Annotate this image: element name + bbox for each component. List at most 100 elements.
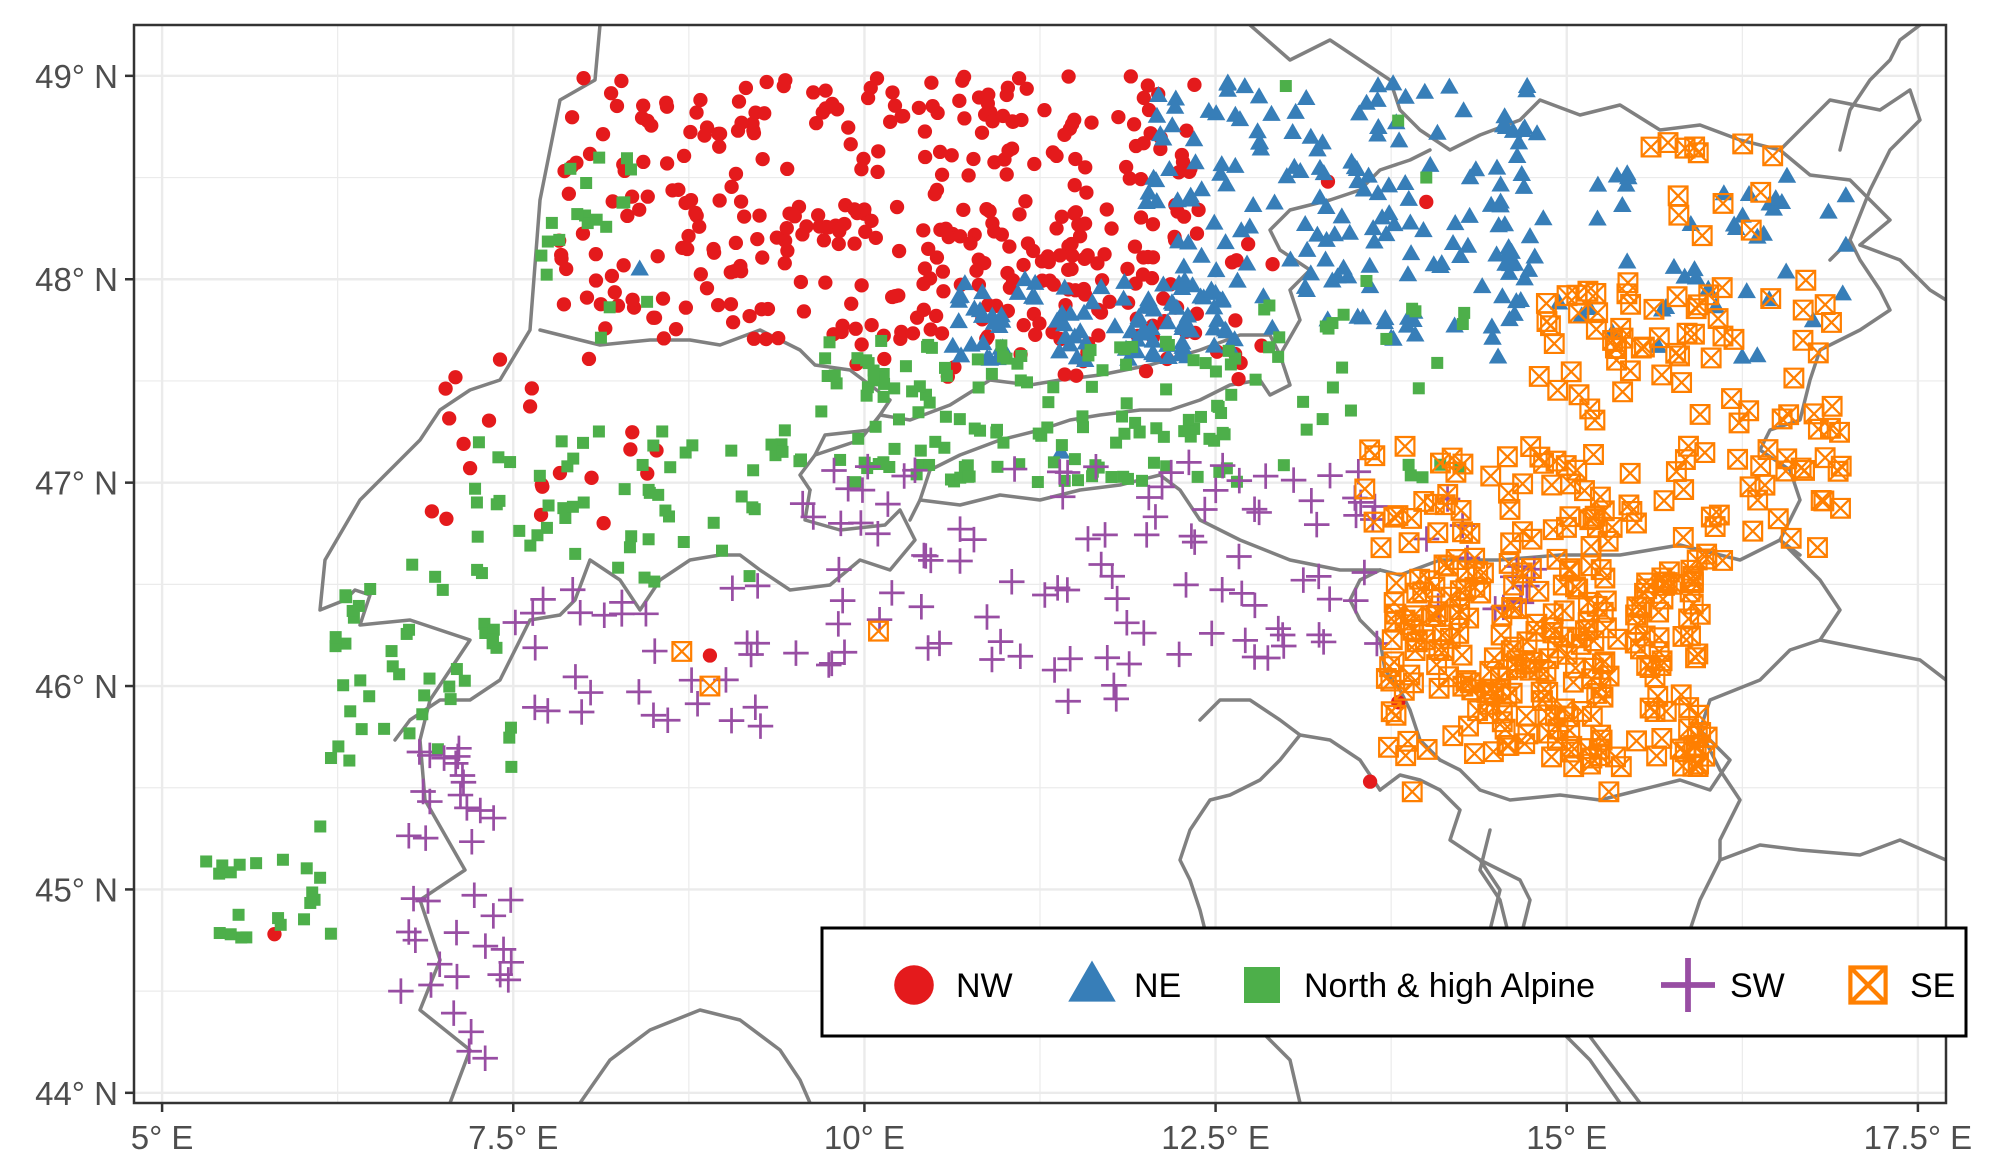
data-point [450, 663, 463, 676]
data-point [1170, 345, 1190, 362]
data-point [854, 278, 869, 293]
data-point [1114, 610, 1140, 636]
data-point [1208, 310, 1227, 327]
data-point [1092, 522, 1118, 548]
data-point [1459, 522, 1481, 544]
data-point [1500, 532, 1522, 554]
data-point [1042, 396, 1055, 409]
data-point [917, 261, 933, 276]
data-point [1584, 409, 1606, 431]
data-point [504, 721, 517, 734]
data-point [224, 928, 237, 941]
data-point [973, 283, 992, 300]
data-point [693, 92, 708, 108]
data-point [1363, 219, 1383, 236]
data-point [757, 106, 772, 121]
data-point [1534, 209, 1553, 226]
data-point [888, 289, 903, 304]
data-point [1037, 102, 1052, 118]
data-point [865, 520, 891, 547]
data-point [1159, 347, 1178, 365]
data-point [396, 823, 422, 849]
data-point [771, 331, 786, 346]
data-point [553, 233, 566, 246]
data-point [458, 674, 471, 687]
data-point [1712, 325, 1734, 347]
data-point [1792, 299, 1814, 321]
border-czech-slovakia [1778, 88, 1922, 262]
data-point [1118, 343, 1131, 356]
data-point [1218, 80, 1237, 97]
data-point [1120, 358, 1133, 371]
data-point [929, 435, 942, 448]
data-point [1672, 526, 1694, 548]
data-point [1487, 158, 1507, 175]
data-point [314, 871, 327, 884]
data-point [1348, 307, 1367, 324]
data-point [1277, 459, 1290, 472]
data-point [1052, 304, 1072, 321]
data-point [603, 86, 619, 101]
data-point [1145, 346, 1164, 363]
data-point [723, 297, 739, 312]
data-point [1050, 342, 1069, 359]
data-point [1251, 139, 1271, 156]
data-point [1613, 195, 1632, 212]
data-point [1136, 484, 1162, 511]
data-point [1027, 156, 1042, 172]
data-point [875, 491, 901, 517]
data-point [1533, 452, 1555, 474]
data-point [926, 630, 953, 657]
data-point [1586, 682, 1608, 704]
data-point [1002, 239, 1017, 254]
data-point [630, 259, 649, 276]
data-point [530, 586, 556, 613]
data-point [1283, 123, 1302, 140]
data-point [728, 235, 744, 251]
data-point [1115, 272, 1134, 289]
border-germany-czech [1248, 25, 1782, 152]
data-point [1636, 578, 1658, 600]
data-point [665, 183, 680, 198]
data-point [911, 100, 927, 116]
data-point [542, 499, 555, 512]
data-point [1054, 209, 1069, 224]
data-point [1354, 478, 1376, 500]
data-point [1300, 423, 1313, 436]
data-point [938, 221, 954, 236]
data-point [1379, 176, 1399, 193]
data-point [1139, 290, 1158, 307]
data-point [412, 825, 439, 851]
data-point [783, 640, 809, 666]
data-point [1470, 582, 1492, 604]
data-point [1700, 347, 1722, 369]
data-point [1651, 364, 1673, 386]
data-point [406, 739, 433, 765]
data-point [579, 290, 595, 305]
data-point [625, 530, 638, 543]
data-point [447, 782, 474, 808]
data-point [779, 221, 794, 236]
data-point [386, 660, 399, 673]
data-point [936, 284, 951, 299]
data-point [893, 331, 908, 346]
data-point [1084, 344, 1097, 357]
data-point [1286, 102, 1305, 119]
data-point [1158, 313, 1177, 330]
data-point [1519, 260, 1539, 277]
data-point [1416, 471, 1429, 484]
data-point [614, 73, 629, 89]
data-point [671, 641, 693, 662]
data-point [1646, 745, 1668, 767]
data-point [932, 144, 948, 160]
data-point [1425, 606, 1447, 627]
data-point [1401, 244, 1421, 261]
data-point [1322, 322, 1335, 335]
data-point [878, 377, 891, 390]
data-point [1378, 736, 1399, 758]
data-point [1595, 590, 1617, 612]
data-point [1201, 281, 1221, 298]
data-point [1403, 618, 1425, 640]
data-point [912, 406, 925, 419]
data-point [1512, 165, 1531, 182]
